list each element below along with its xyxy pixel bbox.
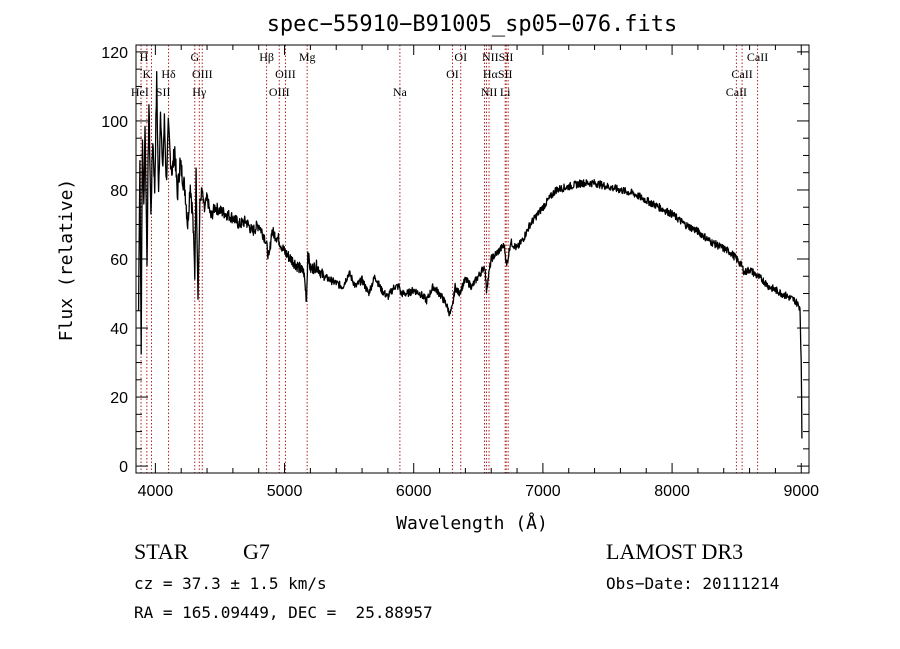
survey-name: LAMOST DR3	[606, 539, 744, 564]
object-class: STAR	[134, 539, 189, 564]
spectral-line-label: Hβ	[259, 50, 274, 64]
spectral-line-label: G	[190, 50, 199, 64]
x-tick-label: 5000	[267, 483, 303, 500]
spectral-line-label: OIII	[275, 67, 296, 81]
spectrum-series-line	[137, 70, 803, 439]
spectral-line-markers	[140, 45, 759, 473]
x-tick-label: 7000	[525, 483, 561, 500]
spectral-line-label: OI	[446, 67, 459, 81]
spectral-line-label: Hγ	[192, 85, 207, 99]
spectral-line-label: NIISII	[482, 50, 513, 64]
spectral-line-label: HαSII	[483, 67, 513, 81]
spectral-line-label: CaII	[747, 50, 768, 64]
spectral-line-label: OIII	[192, 67, 213, 81]
x-axis-label: Wavelength (Å)	[396, 512, 548, 534]
spectral-line-label: HeI	[131, 85, 149, 99]
y-tick-label: 20	[110, 390, 128, 407]
spectral-line-label: Hδ	[161, 67, 176, 81]
x-tick-label: 8000	[654, 483, 690, 500]
plot-frame	[135, 44, 810, 474]
y-tick-label: 100	[101, 114, 128, 131]
y-tick-label: 40	[110, 321, 128, 338]
object-subclass: G7	[243, 539, 270, 564]
y-tick-label: 120	[101, 45, 128, 62]
redshift-velocity: cz = 37.3 ± 1.5 km/s	[134, 574, 327, 593]
x-axis: 4000 5000 6000 7000 8000 9000	[138, 45, 819, 500]
spectral-line-label: OI	[454, 50, 467, 64]
y-tick-label: 0	[119, 459, 128, 476]
x-tick-label: 4000	[138, 483, 174, 500]
spectral-line-label: CaII	[726, 85, 747, 99]
spectral-line-label: Li	[500, 85, 511, 99]
y-axis: 0 20 40 60 80 100 120	[101, 45, 809, 476]
chart-title: spec−55910−B91005_sp05−076.fits	[267, 12, 678, 37]
spectral-line-label: H	[140, 50, 149, 64]
spectral-line-label: SII	[156, 85, 171, 99]
spectral-line-label: CaII	[731, 67, 752, 81]
y-axis-label: Flux (relative)	[56, 179, 77, 342]
spectral-line-label: K	[143, 67, 152, 81]
x-tick-label: 9000	[783, 483, 819, 500]
x-tick-label: 6000	[396, 483, 432, 500]
spectral-line-label: NII	[481, 85, 498, 99]
spectral-line-label: Na	[393, 85, 408, 99]
sky-coordinates: RA = 165.09449, DEC = 25.88957	[134, 603, 433, 622]
y-tick-label: 60	[110, 252, 128, 269]
spectral-line-label: OIII	[269, 85, 290, 99]
spectral-line-label: Mg	[299, 50, 316, 64]
y-tick-label: 80	[110, 183, 128, 200]
observation-date: Obs−Date: 20111214	[606, 574, 780, 593]
